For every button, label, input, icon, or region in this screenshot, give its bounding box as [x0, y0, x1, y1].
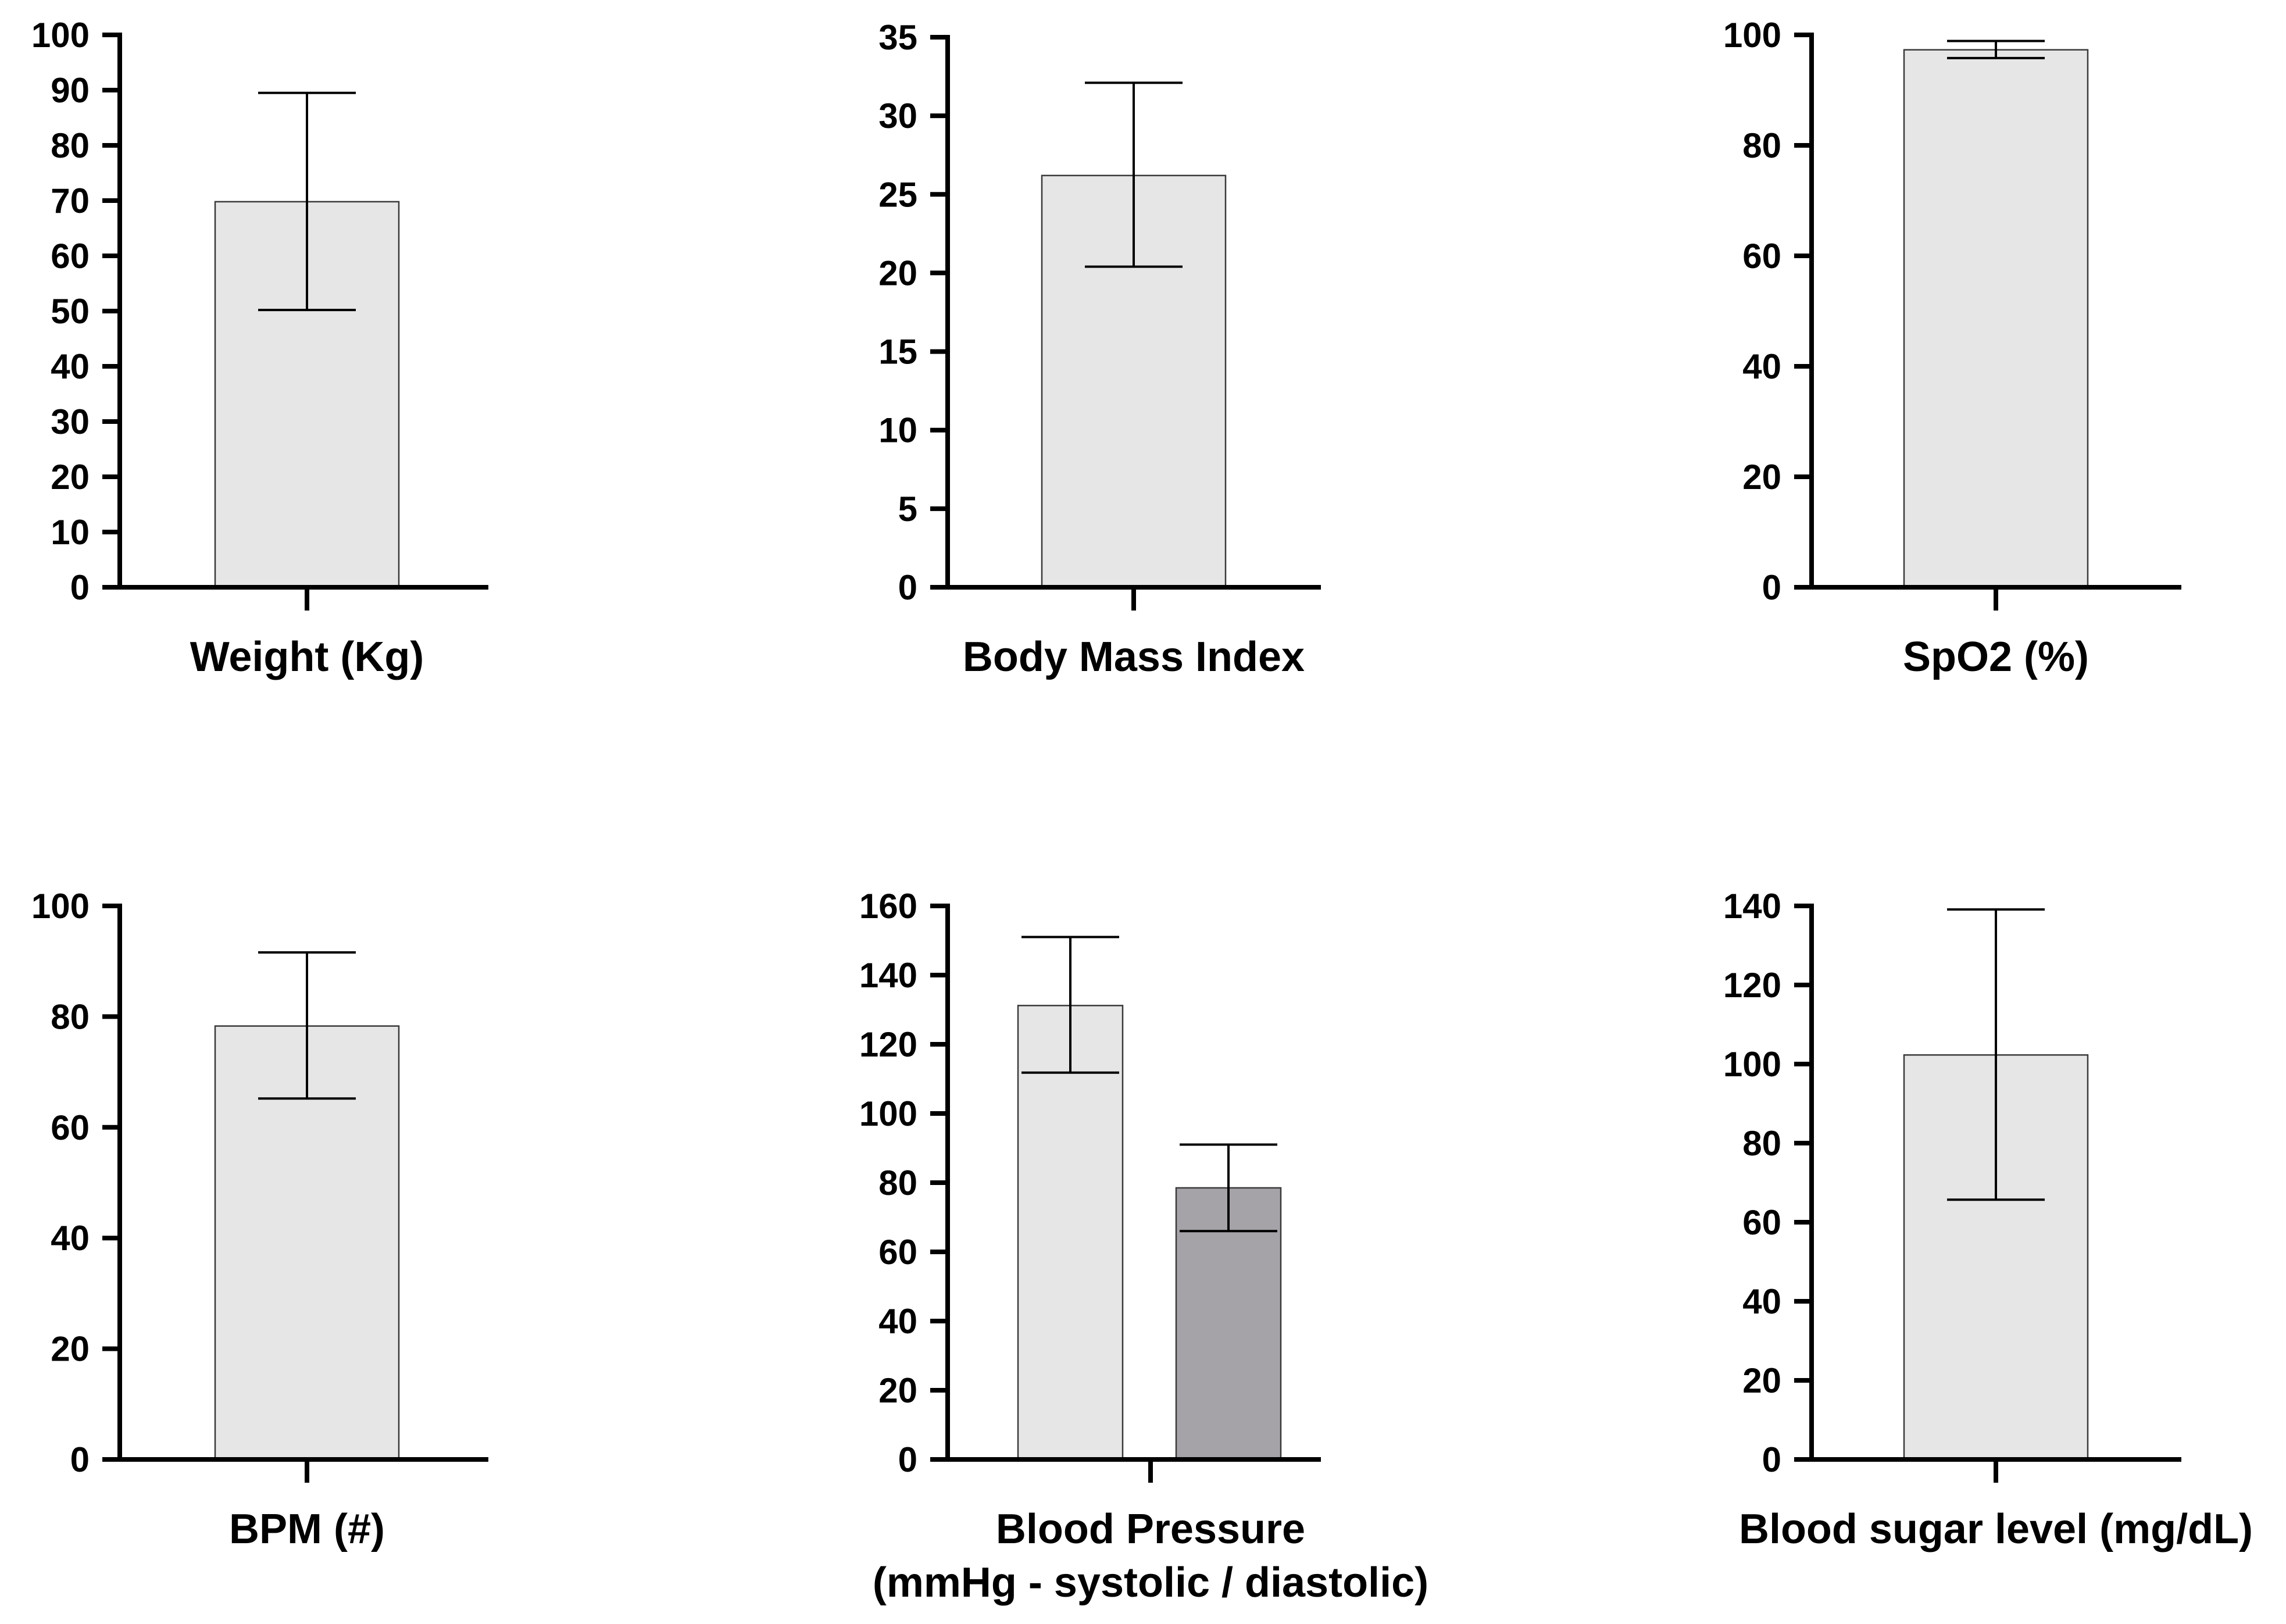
y-tick-label-6-6: 120	[1723, 966, 1781, 1005]
y-tick-label-1-6: 60	[51, 237, 90, 276]
y-tick-label-4-0: 0	[70, 1440, 90, 1479]
y-tick-label-3-3: 60	[1742, 237, 1781, 276]
y-tick-label-1-1: 10	[51, 513, 90, 552]
y-tick-label-5-8: 160	[859, 887, 917, 926]
y-tick-label-4-3: 60	[51, 1108, 90, 1147]
y-tick-label-1-5: 50	[51, 292, 90, 331]
y-tick-label-5-5: 100	[859, 1094, 917, 1133]
y-tick-label-3-1: 20	[1742, 458, 1781, 497]
x-axis-title-4: BPM (#)	[229, 1506, 385, 1552]
y-tick-label-3-2: 40	[1742, 347, 1781, 386]
y-tick-label-6-4: 80	[1742, 1124, 1781, 1163]
y-tick-label-5-6: 120	[859, 1025, 917, 1064]
bar-3-1	[1903, 49, 2089, 588]
y-tick-label-6-7: 140	[1723, 887, 1781, 926]
y-tick-label-1-2: 20	[51, 458, 90, 497]
x-axis-title-5-line2: (mmHg - systolic / diastolic)	[873, 1559, 1428, 1606]
y-tick-label-2-6: 30	[878, 97, 917, 135]
y-tick-label-5-4: 80	[878, 1163, 917, 1202]
y-tick-label-4-4: 80	[51, 997, 90, 1036]
y-tick-label-2-4: 20	[878, 254, 917, 292]
y-tick-label-2-0: 0	[898, 568, 917, 607]
y-tick-label-6-5: 100	[1723, 1045, 1781, 1084]
y-tick-label-4-1: 20	[51, 1330, 90, 1369]
y-tick-label-5-1: 20	[878, 1371, 917, 1410]
y-tick-label-1-9: 90	[51, 71, 90, 110]
x-axis-title-2: Body Mass Index	[963, 634, 1305, 680]
y-tick-label-6-2: 40	[1742, 1282, 1781, 1321]
y-tick-label-1-0: 0	[70, 568, 90, 607]
y-tick-label-1-4: 40	[51, 347, 90, 386]
y-tick-label-2-3: 15	[878, 333, 917, 372]
y-tick-label-3-4: 80	[1742, 126, 1781, 165]
y-tick-label-4-5: 100	[31, 887, 90, 926]
y-tick-label-3-0: 0	[1762, 568, 1781, 607]
y-tick-label-6-3: 60	[1742, 1203, 1781, 1242]
y-tick-label-1-7: 70	[51, 181, 90, 220]
y-tick-label-2-7: 35	[878, 18, 917, 57]
y-tick-label-5-0: 0	[898, 1440, 917, 1479]
y-tick-label-5-3: 60	[878, 1233, 917, 1272]
y-tick-label-3-5: 100	[1723, 16, 1781, 55]
y-tick-label-1-10: 100	[31, 16, 90, 55]
x-axis-title-6: Blood sugar level (mg/dL)	[1739, 1506, 2253, 1552]
bar-5-1	[1017, 1005, 1124, 1461]
bar-5-2	[1175, 1187, 1282, 1461]
x-axis-title-5: Blood Pressure	[996, 1506, 1305, 1552]
y-tick-label-5-7: 140	[859, 956, 917, 995]
x-axis-title-1: Weight (Kg)	[190, 634, 424, 680]
y-tick-label-2-1: 5	[898, 490, 917, 529]
y-tick-label-1-8: 80	[51, 126, 90, 165]
y-tick-label-1-3: 30	[51, 402, 90, 441]
x-axis-title-3: SpO2 (%)	[1903, 634, 2089, 680]
y-tick-label-6-1: 20	[1742, 1361, 1781, 1400]
y-tick-label-5-2: 40	[878, 1302, 917, 1341]
y-tick-label-2-5: 25	[878, 175, 917, 214]
y-tick-label-6-0: 0	[1762, 1440, 1781, 1479]
y-tick-label-4-2: 40	[51, 1219, 90, 1258]
y-tick-label-2-2: 10	[878, 411, 917, 450]
